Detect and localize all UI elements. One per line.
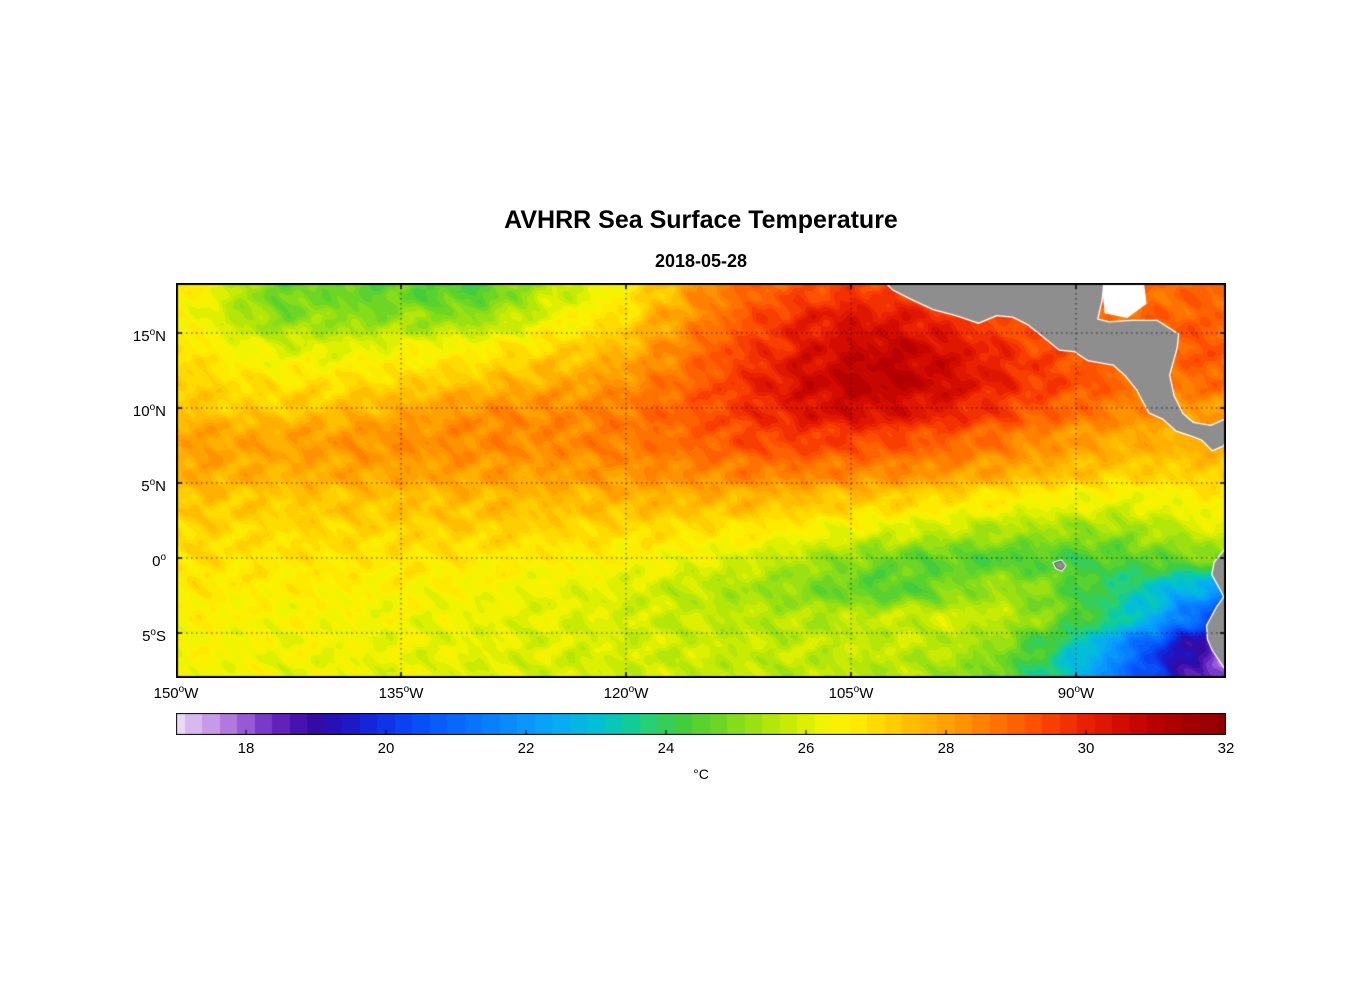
map-plot: 15oN 10oN 5oN 0o 5oS 150oW 135oW 120oW 1…: [133, 283, 1226, 702]
lat-tick-label: 15oN: [132, 327, 166, 345]
colorbar-tick-label: 32: [1217, 740, 1235, 757]
lon-tick-label: 150oW: [153, 684, 199, 702]
colorbar-tick-label: 20: [377, 740, 395, 757]
colorbar-tick-label: 24: [657, 740, 675, 757]
colorbar-tick-label: 26: [797, 740, 815, 757]
lon-tick-label: 135oW: [378, 684, 424, 702]
colorbar-tick-label: 22: [517, 740, 535, 757]
chart-subtitle: 2018-05-28: [654, 251, 748, 271]
colorbar-tick-label: 18: [237, 740, 255, 757]
sst-heatmap-canvas: [176, 283, 1226, 678]
lat-tick-label: 10oN: [132, 402, 166, 420]
lat-tick-label: 5oN: [141, 477, 166, 495]
lon-tick-label: 120oW: [603, 684, 649, 702]
colorbar-canvas: [176, 713, 1226, 735]
lon-tick-label: 90oW: [1057, 684, 1095, 702]
lon-tick-label: 105oW: [828, 684, 874, 702]
colorbar-tick-label: 28: [937, 740, 955, 757]
colorbar: 18 20 22 24 26 28 30 32 °C: [176, 713, 1234, 782]
colorbar-tick-label: 30: [1077, 740, 1095, 757]
colorbar-unit-label: °C: [693, 766, 709, 782]
lat-tick-label: 5oS: [142, 627, 166, 645]
chart-title: AVHRR Sea Surface Temperature: [504, 206, 898, 234]
lat-tick-label: 0o: [152, 552, 166, 570]
